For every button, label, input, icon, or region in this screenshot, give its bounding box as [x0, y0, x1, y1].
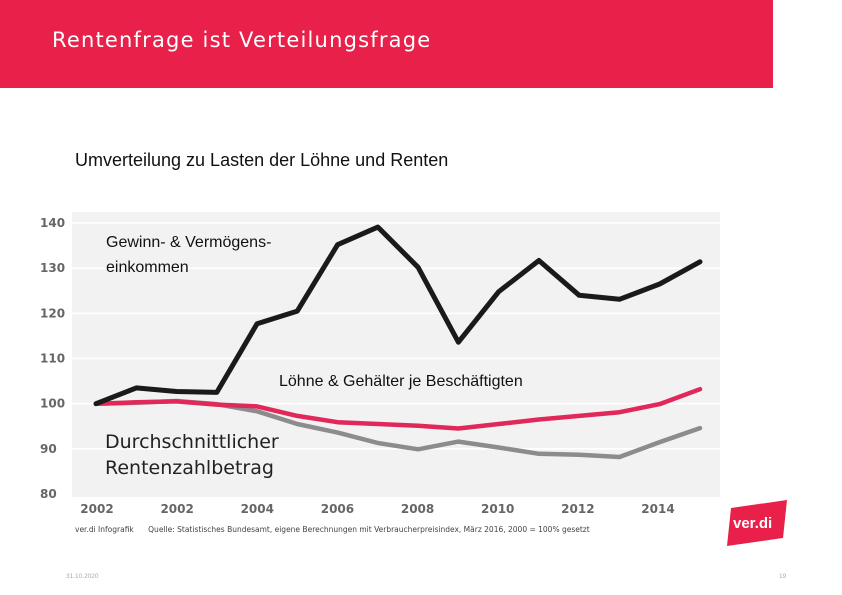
- x-tick-label: 2010: [481, 502, 514, 516]
- y-tick-label: 100: [40, 397, 65, 411]
- y-tick-labels: 140 130 120 110 100 90 80: [40, 216, 65, 501]
- logo-shape: [727, 500, 787, 546]
- chart-subtitle: Umverteilung zu Lasten der Löhne und Ren…: [75, 150, 449, 170]
- slide-date: 31.10.2020: [66, 573, 99, 580]
- header-bar: Rentenfrage ist Verteilungsfrage: [0, 0, 773, 88]
- y-tick-label: 140: [40, 216, 65, 230]
- page-number: 19: [779, 573, 787, 580]
- source-text: Quelle: Statistisches Bundesamt, eigene …: [148, 525, 590, 534]
- series-line-loehne: [93, 386, 703, 431]
- x-tick-label: 2012: [561, 502, 594, 516]
- infografik-brand: ver.di Infografik: [75, 525, 134, 534]
- series-label-rente-line1: Durchschnittlicher: [105, 431, 279, 453]
- x-tick-label: 2008: [401, 502, 434, 516]
- y-tick-label: 90: [40, 442, 57, 456]
- series-label-rente-line2: Rentenzahlbetrag: [105, 457, 274, 479]
- series-label-rente: Durchschnittlicher Rentenzahlbetrag: [105, 429, 279, 481]
- x-tick-label: 2014: [641, 502, 674, 516]
- y-tick-label: 110: [40, 352, 65, 366]
- logo-text: ver.di: [733, 515, 772, 532]
- series-label-gewinn-line2: einkommen: [106, 259, 189, 276]
- series-label-gewinn: Gewinn- & Vermögens- einkommen: [106, 230, 271, 280]
- x-tick-label: 2004: [241, 502, 274, 516]
- page-title: Rentenfrage ist Verteilungsfrage: [52, 28, 432, 52]
- y-tick-label: 120: [40, 306, 65, 320]
- series-layer: [93, 224, 703, 460]
- y-tick-label: 130: [40, 261, 65, 275]
- series-label-loehne: Löhne & Gehälter je Beschäftigten: [279, 373, 523, 390]
- x-tick-label: 2002: [160, 502, 193, 516]
- source-note: ver.di Infografik Quelle: Statistisches …: [75, 525, 590, 534]
- y-tick-label: 80: [40, 487, 57, 501]
- verdi-logo: ver.di: [727, 500, 787, 546]
- series-line-gewinn: [93, 224, 703, 407]
- series-label-gewinn-line1: Gewinn- & Vermögens-: [106, 234, 272, 251]
- x-tick-label: 2002: [80, 502, 113, 516]
- x-tick-label: 2006: [321, 502, 354, 516]
- x-tick-labels: 2002 2002 2004 2006 2008 2010 2012 2014: [80, 502, 674, 516]
